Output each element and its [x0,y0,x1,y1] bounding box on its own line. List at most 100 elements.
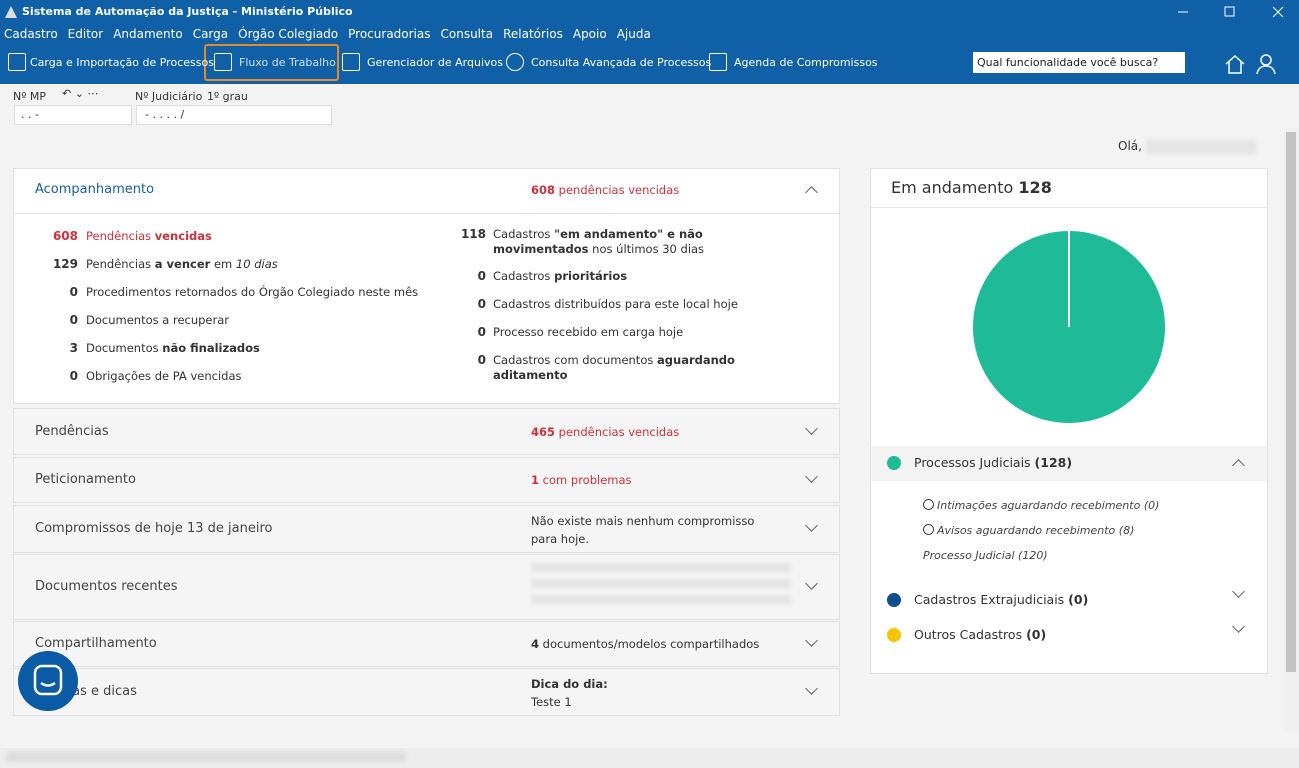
search-box[interactable]: Qual funcionalidade você busca? [973,52,1185,73]
toolbar-icons[interactable] [1222,52,1282,76]
legend-dot [887,593,901,607]
item-count: 0 [477,297,486,311]
text-part: aguardando aditamento [493,353,735,382]
item-count: 118 [460,227,486,241]
menu-item[interactable]: Cadastro [4,27,58,41]
item-count: 0 [477,325,486,339]
menu-item[interactable]: Editor [67,27,104,41]
scroll-thumb[interactable] [1286,132,1296,672]
legend-entry[interactable]: Cadastros Extrajudiciais 0 [914,592,1088,607]
divider [871,207,1267,208]
text-part: Documentos [86,341,163,355]
chevron[interactable] [805,682,818,695]
menu-item[interactable]: Consulta [440,27,494,41]
legend-entry[interactable]: Processos Judiciais 128 [914,455,1072,470]
chat-icon [33,664,63,696]
text-part: Cadastros com documentos [493,353,658,367]
summary-text: pendências vencidas [558,424,680,439]
item-text: Obrigações de PA vencidas [86,369,241,383]
section-summary: 608 pendências vencidas [531,183,679,197]
menu-item[interactable]: Procuradorias [348,27,431,41]
section[interactable]: Documentos recentes [13,554,840,620]
mp-input[interactable]: . . - [14,105,132,125]
item-text: Cadastros distribuídos para este local h… [493,297,793,312]
item-text: Documentos a recuperar [86,313,229,327]
legend-entry[interactable]: Outros Cadastros 0 [914,627,1046,642]
item-count: 0 [477,353,486,367]
summary-text: documentos/modelos compartilhados [542,637,760,651]
summary-count: 4 [531,637,540,651]
chevron[interactable] [805,470,818,483]
clock-icon [923,524,934,535]
field-tools[interactable]: ↶ ⌄ ⋯ [62,87,99,100]
app-icon [5,6,17,18]
section[interactable]: Notícias e dicas Dica do dia: Teste 1 [13,668,840,716]
menu-item[interactable]: Ajuda [616,27,651,41]
legend-count: 0 [1026,627,1046,642]
text-part: Cadastros [493,227,555,241]
menu-item[interactable]: Carga [192,27,229,41]
toolbar-icon [8,53,26,71]
item-count: 0 [69,369,78,383]
chevron[interactable] [805,186,818,199]
chevron[interactable] [1232,620,1245,633]
window-title: Sistema de Automação da Justiça - Minist… [22,5,353,18]
item-count: 0 [477,269,486,283]
item-count: 0 [69,285,78,299]
legend-detail: Processo Judicial (120) [923,549,1048,562]
item-count: 3 [69,341,78,355]
section[interactable]: Acompanhamento 608 pendências vencidas 608… [13,168,840,404]
text-part: a vencer [154,257,211,271]
section-summary: 465 pendências vencidas [531,425,679,439]
text-part: prioritários [554,269,628,283]
section[interactable]: Compromissos de hoje 13 de janeiro Não ex… [13,505,840,553]
toolbar-item[interactable]: Carga e Importação de Processos [30,56,214,69]
text-part: Processo recebido em carga hoje [493,325,684,339]
chevron[interactable] [805,634,818,647]
toolbar-item[interactable]: Agenda de Compromissos [734,56,878,69]
chevron[interactable] [805,519,818,532]
text-part: Pendências [86,257,155,271]
status-blur [6,752,406,762]
legend-name: Outros Cadastros [914,627,1023,642]
chat-button[interactable] [18,651,78,711]
summary-count: 1 [531,473,540,487]
section-summary: 1 com problemas [531,473,632,487]
toolbar: Qual funcionalidade você busca? Carga e … [0,44,1299,84]
menu-item[interactable]: Apoio [572,27,607,41]
field-label: Nº MP [13,90,47,103]
highlight-box [204,44,339,81]
chevron[interactable] [805,577,818,590]
item-text: Processo recebido em carga hoje [493,325,793,340]
item-text: Documentos não finalizados [86,341,260,355]
status-bar [0,748,1299,768]
section[interactable]: Compartilhamento 4 documentos/modelos com… [13,621,840,667]
toolbar-item[interactable]: Consulta Avançada de Processos [531,56,712,69]
menu-bar: Cadastro Editor Andamento Carga Órgão Colegi… [0,24,1299,44]
toolbar-icon [342,53,360,71]
scrollbar[interactable] [1284,128,1299,732]
legend-name: Processos Judiciais [914,455,1031,470]
item-text: Cadastros com documentos aguardando adit… [493,353,793,383]
menu-item[interactable]: Andamento [113,27,183,41]
judicial-input[interactable]: - . . . . / [136,105,332,125]
menu-item[interactable]: Relatórios [503,27,563,41]
toolbar-icon [709,53,727,71]
window-controls[interactable] [1170,4,1290,20]
menu-item[interactable]: Órgão Colegiado [238,27,339,41]
title-bar: Sistema de Automação da Justiça - Minist… [0,0,1299,24]
chevron[interactable] [805,421,818,435]
summary-text: pendências vencidas [558,183,680,197]
text-part: "em andamento" e não movimentados [493,227,703,256]
section-summary: 4 documentos/modelos compartilhados [531,637,759,651]
section[interactable]: Peticionamento 1 com problemas [13,457,840,503]
section[interactable]: Pendências 465 pendências vencidas [13,408,840,455]
chevron[interactable] [1232,585,1245,598]
item-count: 129 [52,257,78,271]
toolbar-item[interactable]: Gerenciador de Arquivos [367,56,503,69]
toolbar-item[interactable]: Fluxo de Trabalho [239,56,336,69]
section-title: Peticionamento [35,472,136,487]
item-text: Cadastros "em andamento" e não movimenta… [493,227,793,257]
instance-select[interactable]: 1º grau [207,90,248,103]
